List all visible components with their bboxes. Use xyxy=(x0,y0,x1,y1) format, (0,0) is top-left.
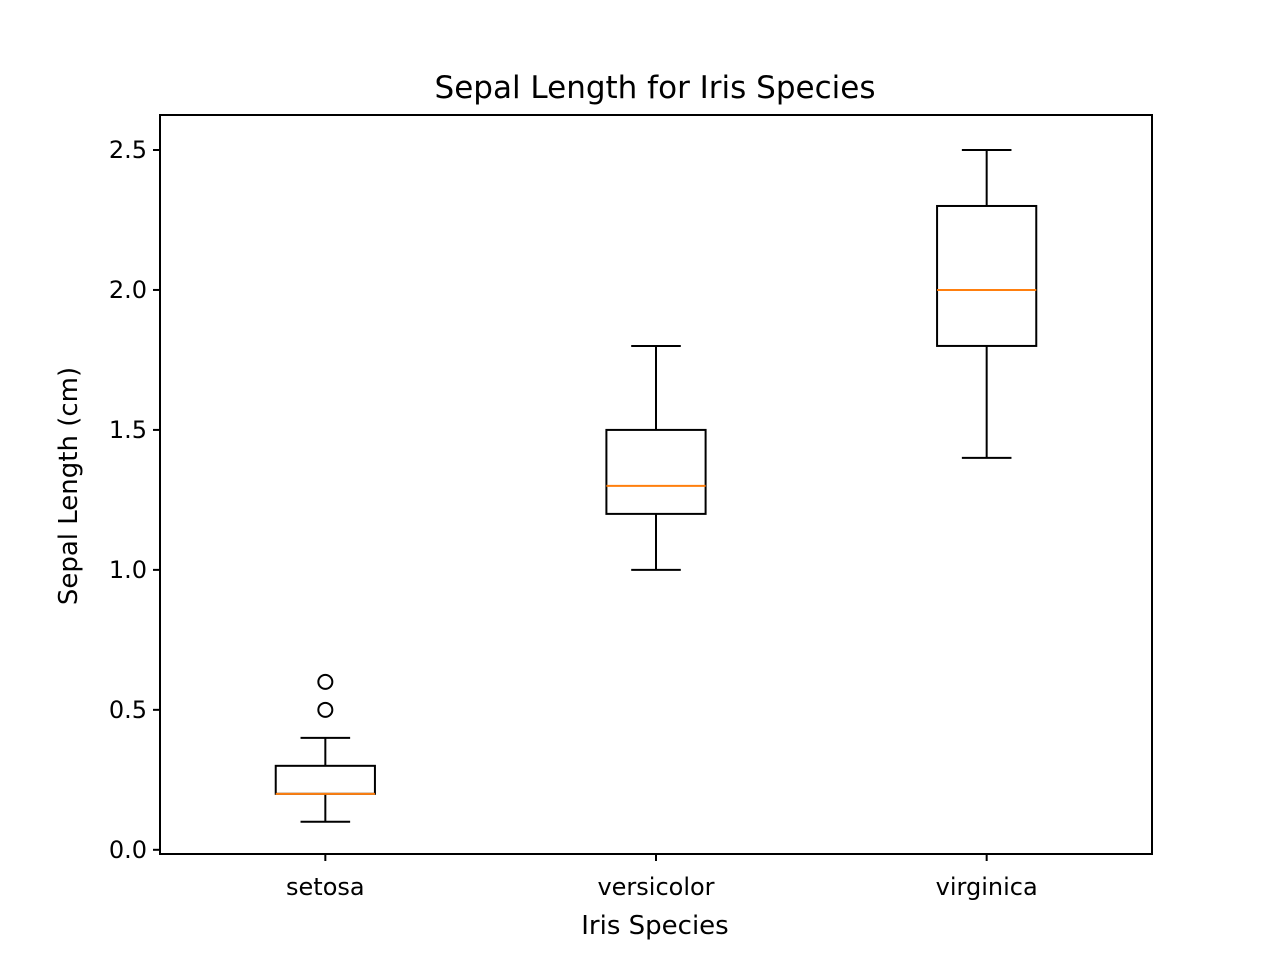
x-tick-label: virginica xyxy=(936,873,1038,901)
box-virginica xyxy=(936,204,1038,347)
plot-area: 0.0 0.5 1.0 1.5 2.0 2.5 setosa versicolor virgin… xyxy=(109,136,1038,901)
y-tick-label: 0.0 xyxy=(109,836,147,864)
axes-frame xyxy=(159,114,1153,855)
y-tick-label: 2.0 xyxy=(109,276,147,304)
y-tick-label: 0.5 xyxy=(109,696,147,724)
outlier-point xyxy=(317,701,334,718)
y-tick-label: 1.0 xyxy=(109,556,147,584)
outlier-point xyxy=(317,673,334,690)
x-tick-label: versicolor xyxy=(597,873,714,901)
y-axis-label: Sepal Length (cm) xyxy=(54,367,84,605)
chart-title: Sepal Length for Iris Species xyxy=(435,70,876,106)
x-tick-label: setosa xyxy=(286,873,365,901)
x-axis-label: Iris Species xyxy=(581,911,728,941)
box-versicolor xyxy=(605,428,707,515)
y-tick-label: 2.5 xyxy=(109,136,147,164)
y-tick-label: 1.5 xyxy=(109,416,147,444)
